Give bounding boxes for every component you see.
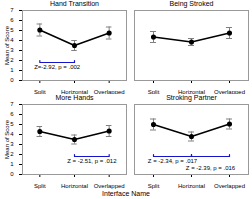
svg-text:Horizontal: Horizontal [61,88,88,95]
svg-text:More Hands: More Hands [55,94,94,101]
svg-text:1: 1 [10,67,14,73]
svg-text:2: 2 [10,57,14,63]
svg-text:Overlapped: Overlapped [214,183,245,189]
svg-text:2: 2 [10,151,14,157]
svg-text:4: 4 [10,131,14,137]
svg-text:0: 0 [10,171,14,177]
svg-text:Z = -2.34, p = .017: Z = -2.34, p = .017 [148,158,198,164]
svg-text:1: 1 [10,161,14,167]
svg-text:3: 3 [10,141,14,147]
svg-text:Horizontal: Horizontal [61,183,88,189]
html-text:Interface Name: Interface Name [102,190,150,197]
svg-text:7: 7 [10,7,14,13]
svg-text:Mean of Score: Mean of Score [4,119,10,159]
svg-text:Z = -2.39, p = .016: Z = -2.39, p = .016 [186,165,236,171]
svg-text:6: 6 [10,17,14,23]
svg-text:Overlapped: Overlapped [214,88,245,95]
svg-text:Split: Split [34,88,46,95]
svg-text:4: 4 [10,37,14,43]
svg-text:5: 5 [10,27,14,33]
svg-text:Overlapped: Overlapped [93,88,125,95]
svg-text:Z = -2.51, p = .012: Z = -2.51, p = .012 [67,158,117,164]
svg-text:Stroking Partner: Stroking Partner [166,94,217,102]
svg-text:Horizontal: Horizontal [178,183,205,189]
svg-text:Overlapped: Overlapped [94,183,125,189]
svg-text:3: 3 [10,47,14,53]
svg-text:0: 0 [10,77,14,83]
svg-text:Split: Split [34,183,46,189]
svg-text:Z=-2.92, p = .002: Z=-2.92, p = .002 [34,64,81,70]
svg-text:7: 7 [10,101,14,107]
svg-text:Horizontal: Horizontal [178,88,205,95]
svg-text:Hand Transition: Hand Transition [50,0,99,7]
svg-text:Split: Split [147,88,160,95]
svg-text:Being Stroked: Being Stroked [170,0,214,8]
svg-text:Mean of Score: Mean of Score [4,25,10,65]
svg-text:6: 6 [10,111,14,117]
svg-text:5: 5 [10,121,14,127]
svg-text:Split: Split [148,183,160,189]
